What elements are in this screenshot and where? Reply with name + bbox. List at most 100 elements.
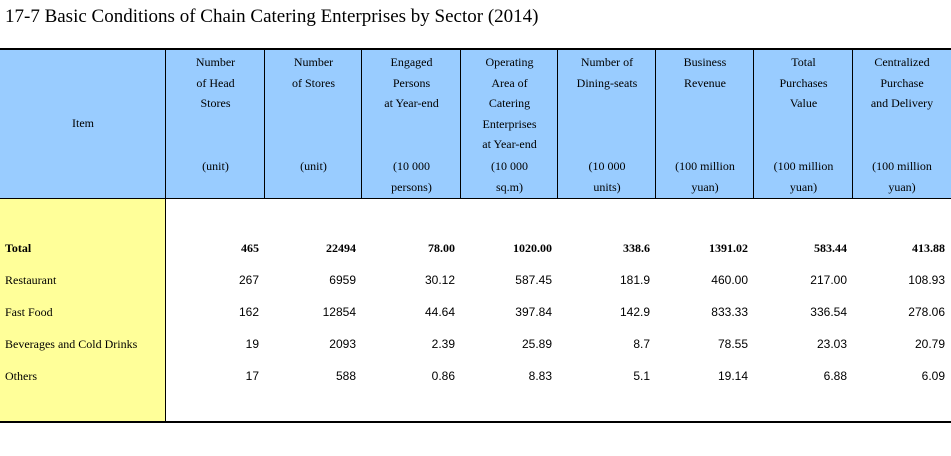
bottom-rule [0,421,951,423]
header-bottom-rule [0,198,951,199]
table-cell: 587.45 [515,273,552,287]
table-cell: 78.55 [717,337,748,351]
table-cell: 336.54 [810,305,847,319]
column-header-line: Purchases [779,75,828,90]
table-cell: 22494 [326,241,356,255]
table-cell: 23.03 [816,337,847,351]
column-header-7: Total Purchases Value (100 million yuan) [754,50,853,198]
column-header-2: Number of Stores (unit) [265,50,362,198]
column-header-unit: (100 million yuan) [853,156,951,197]
table-cell: 19.14 [717,369,748,383]
column-header-title: Engaged Persons at Year-end [362,52,461,114]
table-row: Fast Food 162 12854 44.64 397.84 142.9 833.33 3… [0,302,951,322]
column-header-title: Number of Stores [265,52,362,93]
column-unit-line: (unit) [202,159,229,173]
table-cell: 465 [241,241,259,255]
table-cell: 19 [245,337,259,351]
column-header-unit: (10 000 units) [558,156,656,197]
column-header-line: Operating [485,55,534,69]
column-header-line: Business [683,55,727,69]
column-unit-line: (10 000 [588,159,626,173]
table-cell: 278.06 [908,305,945,319]
column-header-line: Persons [392,75,431,90]
column-header-line: of Stores [292,75,335,90]
table-cell: 108.93 [908,273,945,287]
table-cell: 17 [245,369,259,383]
item-column-shading [0,199,166,421]
table-cell: 20.79 [914,337,945,351]
row-label: Total [5,241,32,255]
column-header-unit: (unit) [265,156,362,177]
table-cell: 833.33 [711,305,748,319]
column-unit-line: (10 000 [393,159,430,173]
column-header-line: Engaged [390,55,433,69]
column-header-line: Area of [491,75,528,90]
column-header-title: Total Purchases Value [754,52,853,114]
column-divider [753,50,754,198]
column-header-line: at Year-end [482,137,537,152]
row-label: Fast Food [5,305,53,319]
table-cell: 142.9 [619,305,650,319]
column-header-line: Stores [200,96,231,111]
column-header-line: and Delivery [870,96,934,111]
column-unit-line: yuan) [888,179,916,194]
row-label: Others [5,369,37,383]
column-divider [165,50,166,421]
item-header: Item [72,116,94,130]
column-header-3: Engaged Persons at Year-end (10 000 persons) [362,50,461,198]
column-header-unit: (unit) [166,156,265,177]
column-header-line: Enterprises [482,116,537,131]
table-row: Beverages and Cold Drinks 19 2093 2.39 25.89… [0,334,951,354]
table-cell: 25.89 [521,337,552,351]
column-header-6: Business Revenue (100 million yuan) [656,50,754,198]
column-header-unit: (100 million yuan) [656,156,754,197]
table-cell: 181.9 [619,273,650,287]
table-cell: 217.00 [810,273,847,287]
column-header-line: Revenue [684,75,726,90]
table-cell: 162 [238,305,259,319]
column-header-unit: (100 million yuan) [754,156,853,197]
column-header-title: Centralized Purchase and Delivery [853,52,951,114]
column-header-title: Operating Area of Catering Enterprises at Ye… [461,52,558,155]
row-label: Beverages and Cold Drinks [5,337,138,351]
table-cell: 6.09 [921,369,945,383]
column-divider [557,50,558,198]
column-divider [361,50,362,198]
table-cell: 44.64 [424,305,455,319]
column-header-line: Dining-seats [576,75,638,90]
table-row: Restaurant 267 6959 30.12 587.45 181.9 460.00 2… [0,270,951,290]
table-cell: 30.12 [424,273,455,287]
column-header-line: Number [195,55,236,69]
column-header-unit: (10 000 sq.m) [461,156,558,197]
table-cell: 397.84 [515,305,552,319]
column-header-8: Centralized Purchase and Delivery (100 mill… [853,50,951,198]
table-cell: 2093 [329,337,356,351]
column-unit-line: (100 million [872,159,932,173]
table-cell: 12854 [322,305,356,319]
column-unit-line: (10 000 [491,159,528,173]
table-row: Total 465 22494 78.00 1020.00 338.6 1391.02 583… [0,238,951,258]
column-unit-line: yuan) [789,179,818,194]
table-cell: 338.6 [623,241,650,255]
column-header-line: Purchase [880,75,924,90]
header-band [0,50,951,198]
table-title: 17-7 Basic Conditions of Chain Catering … [5,6,539,27]
table-cell: 588 [335,369,356,383]
table-cell: 0.86 [431,369,455,383]
table-row: Others 17 588 0.86 8.83 5.1 19.14 6.88 6.09 [0,366,951,386]
column-header-title: Number of Dining-seats [558,52,656,93]
column-header-line: of Head [196,75,235,90]
table-cell: 1391.02 [709,241,748,255]
column-unit-line: yuan) [691,179,719,194]
row-label: Restaurant [5,273,57,287]
column-divider [852,50,853,198]
column-header-title: Number of Head Stores [166,52,265,114]
column-unit-line: units) [593,179,621,194]
column-header-4: Operating Area of Catering Enterprises at Ye… [461,50,558,198]
column-header-line: Total [791,55,816,69]
column-divider [655,50,656,198]
table-cell: 8.83 [528,369,552,383]
column-header-1: Number of Head Stores (unit) [166,50,265,198]
column-unit-line: (unit) [300,159,327,173]
table-cell: 5.1 [633,369,650,383]
